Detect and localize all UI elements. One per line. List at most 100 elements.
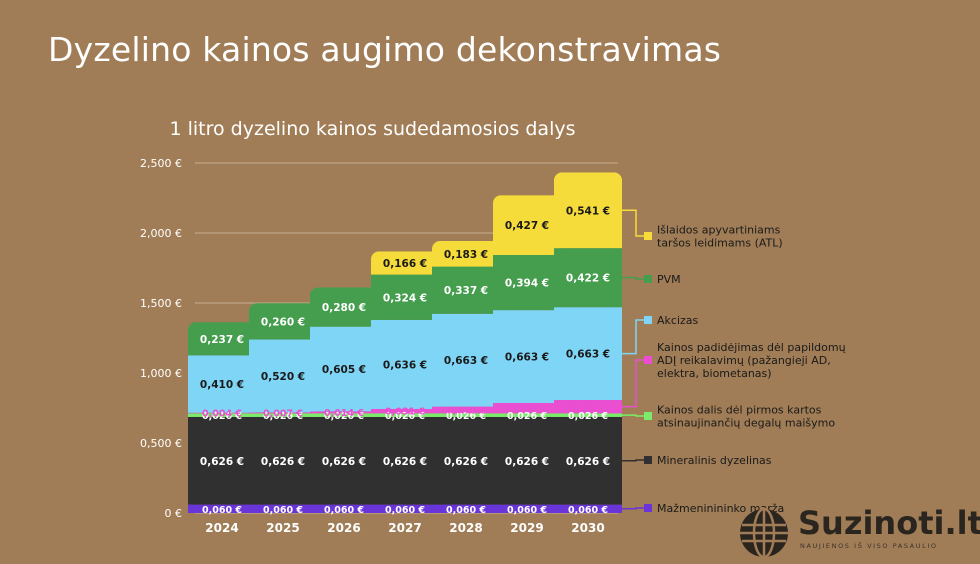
data-label: 0,014 € bbox=[324, 408, 364, 419]
legend-connector bbox=[622, 276, 644, 280]
legend-swatch-vat bbox=[644, 275, 652, 283]
x-tick-label: 2030 bbox=[571, 521, 604, 535]
bar-segment-mineral bbox=[554, 416, 622, 505]
legend-swatch-ats bbox=[644, 232, 652, 240]
data-label: 0,166 € bbox=[383, 258, 427, 270]
data-label: 0,541 € bbox=[566, 205, 610, 217]
bar-segment-first_gen bbox=[371, 413, 439, 417]
bar-segment-margin bbox=[432, 504, 500, 513]
data-label: 0,060 € bbox=[446, 505, 486, 516]
data-label: 0,060 € bbox=[385, 505, 425, 516]
legend-label: Išlaidos apyvartiniams bbox=[657, 224, 781, 237]
data-label: 0,260 € bbox=[261, 316, 305, 328]
globe-icon bbox=[740, 507, 788, 559]
bar-segment-advanced bbox=[432, 406, 500, 414]
bar-stack bbox=[188, 322, 256, 513]
x-tick-label: 2025 bbox=[266, 521, 299, 535]
y-tick-label: 0 € bbox=[165, 507, 183, 520]
data-label: 0,060 € bbox=[263, 505, 303, 516]
bar-segment-excise bbox=[249, 339, 317, 413]
data-label: 0,663 € bbox=[444, 355, 488, 367]
legend-connector bbox=[622, 507, 644, 510]
data-label: 0,626 € bbox=[200, 456, 244, 468]
bar-segment-ats bbox=[371, 251, 439, 275]
legend-swatch-mineral bbox=[644, 456, 652, 464]
x-tick-label: 2026 bbox=[327, 521, 360, 535]
page-title: Dyzelino kainos augimo dekonstravimas bbox=[48, 30, 722, 69]
bar-segment-ats bbox=[432, 240, 500, 267]
data-label: 0,026 € bbox=[568, 411, 608, 422]
bar-segment-vat bbox=[554, 248, 622, 308]
legend-label: elektra, biometanas) bbox=[657, 367, 772, 380]
bar-stack bbox=[432, 240, 500, 513]
data-label: 0,026 € bbox=[507, 411, 547, 422]
brand-logo: Suzinoti.lt NAUJIENOS IŠ VISO PASAULIO bbox=[736, 502, 980, 564]
legend-swatch-first_gen bbox=[644, 412, 652, 420]
data-label: 0,636 € bbox=[383, 359, 427, 371]
y-tick-label: 1,000 € bbox=[140, 367, 182, 380]
data-label: 0,626 € bbox=[322, 456, 366, 468]
data-label: 0,007 € bbox=[263, 408, 303, 419]
legend-label: PVM bbox=[657, 273, 681, 286]
legend-label: Mažmeninininko marža bbox=[657, 502, 784, 515]
data-label: 0,060 € bbox=[324, 505, 364, 516]
bar-segment-ats bbox=[493, 195, 561, 255]
legend-label: Kainos padidėjimas dėl papildomų bbox=[657, 341, 846, 354]
bar-segment-margin bbox=[310, 504, 378, 513]
legend-label: ADĮ reikalavimų (pažangieji AD, bbox=[657, 354, 831, 367]
bar-segment-advanced bbox=[249, 412, 317, 414]
x-tick-label: 2028 bbox=[449, 521, 482, 535]
legend-label: taršos leidimams (ATL) bbox=[657, 237, 783, 250]
bar-segment-margin bbox=[554, 504, 622, 513]
legend-connector bbox=[622, 459, 644, 462]
bar-segment-advanced bbox=[188, 412, 256, 414]
legend-label: atsinaujinančių degalų maišymo bbox=[657, 417, 835, 430]
legend-connector bbox=[622, 209, 644, 237]
data-label: 0,048 € bbox=[446, 405, 486, 416]
data-label: 0,626 € bbox=[505, 456, 549, 468]
y-tick-label: 0,500 € bbox=[140, 437, 182, 450]
bar-segment-mineral bbox=[188, 416, 256, 505]
data-label: 0,183 € bbox=[444, 249, 488, 261]
bar-segment-excise bbox=[310, 326, 378, 412]
bar-segment-vat bbox=[249, 303, 317, 340]
brand-name: Suzinoti.lt bbox=[798, 504, 980, 542]
bar-segment-excise bbox=[432, 313, 500, 407]
bar-stack bbox=[554, 172, 622, 513]
data-label: 0,280 € bbox=[322, 302, 366, 314]
bar-segment-mineral bbox=[432, 416, 500, 505]
bar-stack bbox=[249, 303, 317, 513]
data-label: 0,626 € bbox=[261, 456, 305, 468]
bar-segment-first_gen bbox=[432, 413, 500, 417]
bar-segment-mineral bbox=[371, 416, 439, 505]
bar-segment-vat bbox=[310, 287, 378, 327]
bar-segment-advanced bbox=[310, 411, 378, 414]
legend-swatch-margin bbox=[644, 504, 652, 512]
data-label: 0,026 € bbox=[446, 411, 486, 422]
data-label: 0,422 € bbox=[566, 273, 610, 285]
y-tick-label: 2,000 € bbox=[140, 227, 182, 240]
bar-segment-first_gen bbox=[493, 413, 561, 417]
data-label: 0,060 € bbox=[568, 505, 608, 516]
y-tick-label: 1,500 € bbox=[140, 297, 182, 310]
data-label: 0,410 € bbox=[200, 379, 244, 391]
legend-swatch-excise bbox=[644, 316, 652, 324]
bar-segment-mineral bbox=[493, 416, 561, 505]
data-label: 0,663 € bbox=[566, 349, 610, 361]
data-label: 0,060 € bbox=[202, 505, 242, 516]
bar-segment-excise bbox=[493, 310, 561, 403]
data-label: 0,004 € bbox=[202, 409, 242, 420]
data-label: 0,626 € bbox=[383, 456, 427, 468]
brand-tagline: NAUJIENOS IŠ VISO PASAULIO bbox=[800, 542, 938, 550]
bar-segment-mineral bbox=[249, 416, 317, 505]
bar-segment-margin bbox=[188, 504, 256, 513]
bar-segment-first_gen bbox=[188, 413, 256, 417]
x-tick-label: 2029 bbox=[510, 521, 543, 535]
data-label: 0,026 € bbox=[385, 411, 425, 422]
data-label: 0,095 € bbox=[568, 402, 608, 413]
legend-label: Mineralinis dyzelinas bbox=[657, 454, 772, 467]
bar-segment-excise bbox=[371, 319, 439, 409]
y-tick-label: 2,500 € bbox=[140, 157, 182, 170]
bar-stack bbox=[493, 195, 561, 513]
